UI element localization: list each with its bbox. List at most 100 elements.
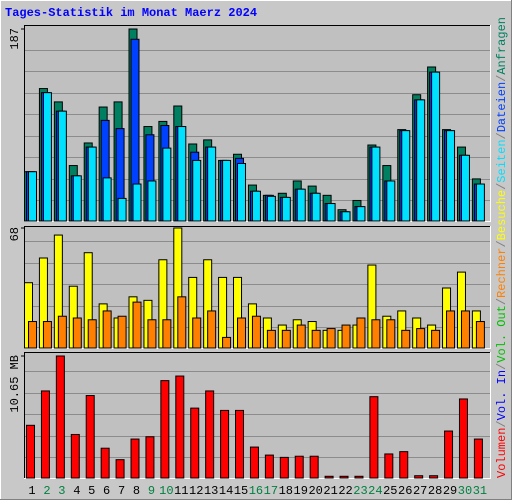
legend-separator: /: [495, 298, 509, 305]
bar: [147, 180, 157, 222]
bar: [87, 319, 97, 349]
bar: [222, 336, 232, 349]
bar: [281, 329, 291, 349]
y-tick-label: 187: [8, 28, 22, 50]
x-tick-label: 18: [279, 484, 293, 498]
legend-separator: /: [495, 363, 509, 370]
bar: [339, 475, 349, 479]
legend-item: Dateien: [495, 82, 509, 132]
bar: [132, 301, 142, 349]
bar: [279, 456, 289, 479]
bar: [326, 328, 336, 349]
bar: [251, 315, 261, 349]
bar: [475, 321, 485, 349]
x-tick-label: 1: [28, 484, 35, 498]
bar: [102, 177, 112, 222]
y-tick-label: 68: [8, 227, 22, 241]
bar: [354, 475, 364, 479]
x-tick-label: 30: [458, 484, 472, 498]
bar: [416, 99, 426, 222]
bar: [429, 475, 439, 479]
bar: [177, 126, 187, 222]
bar: [190, 407, 200, 479]
bar: [431, 71, 441, 222]
bar: [446, 130, 456, 222]
bar: [160, 380, 170, 479]
bar: [205, 390, 215, 479]
bar: [192, 159, 202, 222]
x-tick-label: 26: [398, 484, 412, 498]
bar: [70, 433, 80, 479]
bar: [371, 319, 381, 349]
bar: [266, 195, 276, 222]
bar: [42, 92, 52, 222]
x-tick-label: 19: [294, 484, 308, 498]
x-tick-label: 8: [133, 484, 140, 498]
legend: Volumen/Vol. In/Vol. Out/Rechner/Besuche…: [495, 17, 509, 478]
bar: [386, 180, 396, 222]
bar: [475, 183, 485, 222]
bar: [72, 175, 82, 222]
bar: [414, 475, 424, 479]
x-tick-label: 27: [413, 484, 427, 498]
x-tick-label: 22: [338, 484, 352, 498]
x-tick-label: 3: [58, 484, 65, 498]
bar: [356, 317, 366, 349]
bar: [100, 447, 110, 479]
bar: [401, 130, 411, 222]
bar: [356, 206, 366, 222]
x-tick-label: 15: [234, 484, 248, 498]
bar: [117, 315, 127, 349]
x-tick-label: 13: [204, 484, 218, 498]
x-tick-label: 28: [428, 484, 442, 498]
x-tick-label: 14: [219, 484, 233, 498]
bar: [117, 197, 127, 222]
bar: [416, 328, 426, 349]
bar: [341, 324, 351, 349]
bar: [266, 329, 276, 349]
x-tick-label: 29: [443, 484, 457, 498]
legend-item: Rechner: [495, 248, 509, 298]
bar: [324, 475, 334, 479]
x-tick-label: 10: [159, 484, 173, 498]
legend-separator: /: [495, 420, 509, 427]
bar: [87, 146, 97, 222]
x-tick-label: 24: [368, 484, 382, 498]
bar: [460, 310, 470, 349]
x-tick-label: 9: [148, 484, 155, 498]
bar: [431, 329, 441, 349]
bar: [311, 192, 321, 222]
bar: [162, 147, 172, 222]
legend-separator: /: [495, 183, 509, 190]
bar: [57, 110, 67, 222]
bar: [309, 455, 319, 479]
bar: [85, 395, 95, 479]
x-tick-label: 16: [249, 484, 263, 498]
bar: [132, 183, 142, 222]
x-tick-label: 4: [73, 484, 80, 498]
legend-separator: /: [495, 75, 509, 82]
bar: [326, 203, 336, 222]
bar: [147, 319, 157, 349]
bar: [175, 375, 185, 479]
bar: [145, 436, 155, 479]
bar: [458, 398, 468, 479]
bar: [371, 146, 381, 222]
x-tick-label: 21: [323, 484, 337, 498]
bar: [444, 430, 454, 479]
bar: [28, 171, 37, 222]
bar: [281, 196, 291, 222]
x-tick-label: 12: [189, 484, 203, 498]
x-tick-label: 5: [88, 484, 95, 498]
bar: [26, 424, 35, 479]
bar: [237, 163, 247, 222]
legend-item: Volumen: [495, 428, 509, 478]
bar: [55, 355, 65, 479]
bar: [222, 159, 232, 222]
bar: [42, 321, 52, 349]
bar: [235, 409, 245, 479]
bar: [115, 459, 125, 479]
bar: [264, 454, 274, 479]
bar: [473, 438, 483, 479]
